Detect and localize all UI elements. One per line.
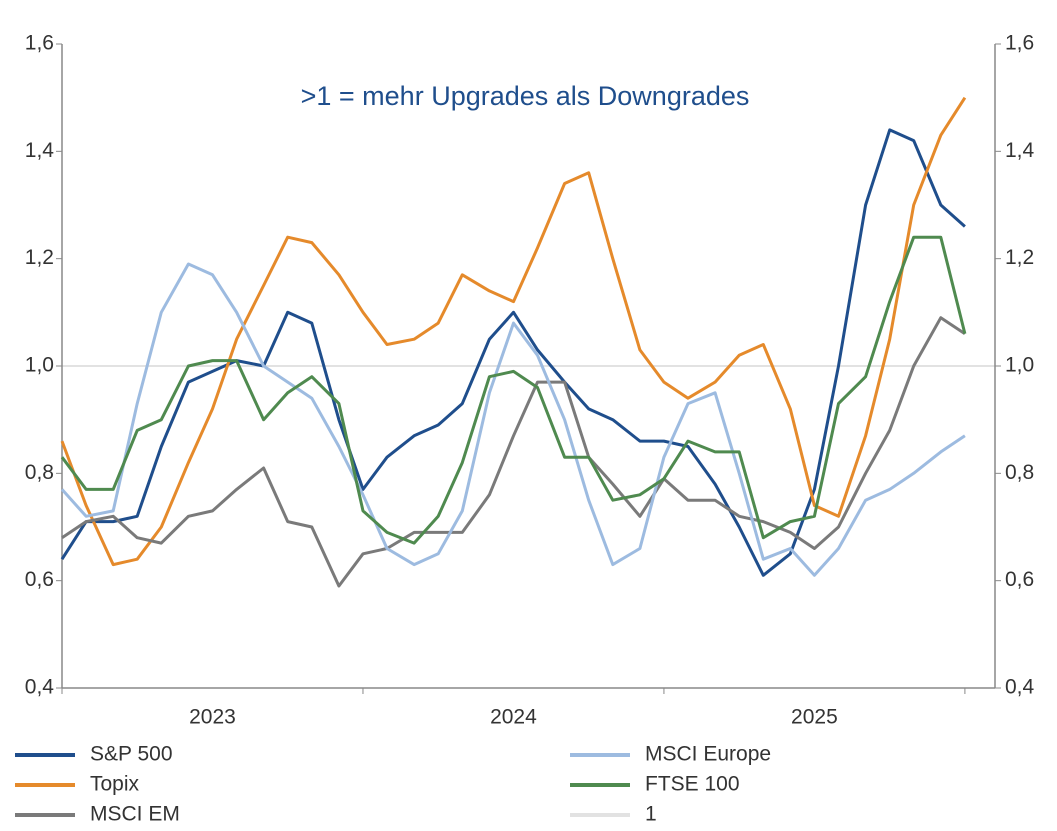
y-tick-label: 0,6 xyxy=(25,568,54,591)
y2-tick-label: 1,4 xyxy=(1005,139,1035,162)
y2-tick-label: 0,8 xyxy=(1005,461,1034,484)
series-line xyxy=(60,96,967,567)
y-tick-label: 0,4 xyxy=(25,676,55,699)
series-line xyxy=(60,262,966,577)
x-tick-label: 2025 xyxy=(791,706,838,729)
legend-label: MSCI Europe xyxy=(645,743,771,766)
y2-tick-label: 1,0 xyxy=(1005,354,1034,377)
y-tick-label: 1,6 xyxy=(25,32,54,55)
y2-tick-label: 0,6 xyxy=(1005,568,1034,591)
y-tick-label: 1,4 xyxy=(25,139,55,162)
y2-tick-label: 1,2 xyxy=(1005,246,1034,269)
series-line xyxy=(61,316,966,588)
legend-label: S&P 500 xyxy=(90,743,173,766)
legend-label: Topix xyxy=(90,773,140,796)
annotation: >1 = mehr Upgrades als Downgrades xyxy=(301,81,750,111)
y-tick-label: 0,8 xyxy=(25,461,54,484)
y2-tick-label: 1,6 xyxy=(1005,32,1034,55)
y2-tick-label: 0,4 xyxy=(1005,676,1035,699)
x-tick-label: 2023 xyxy=(189,706,236,729)
legend-label: FTSE 100 xyxy=(645,773,740,796)
y-tick-label: 1,2 xyxy=(25,246,54,269)
series-line xyxy=(60,128,966,577)
x-tick-label: 2024 xyxy=(490,706,537,729)
legend-label: MSCI EM xyxy=(90,803,180,826)
legend-label: 1 xyxy=(645,803,657,826)
y-tick-label: 1,0 xyxy=(25,354,54,377)
series-line xyxy=(60,235,967,545)
